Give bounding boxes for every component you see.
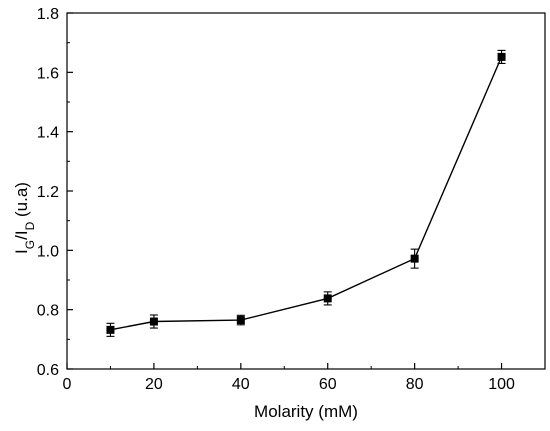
x-tick-label: 20	[145, 376, 163, 393]
x-tick-label: 100	[488, 376, 515, 393]
y-tick-labels: 0.6 0.8 1.0 1.2 1.4 1.6 1.8	[37, 6, 59, 379]
y-axis-title-sub-d: D	[23, 221, 37, 230]
plot-axes	[66, 12, 546, 370]
plot-frame	[66, 12, 546, 370]
y-axis-title-main: I	[12, 249, 31, 254]
x-tick-label: 60	[319, 376, 337, 393]
y-tick-label: 1.4	[37, 125, 59, 142]
y-tick-label: 0.6	[37, 362, 59, 379]
x-tick-label: 40	[232, 376, 250, 393]
data-point	[410, 254, 419, 263]
data-point	[106, 325, 115, 334]
error-bars	[106, 49, 506, 337]
y-tick-label: 1.8	[37, 6, 59, 23]
x-tick-label: 0	[63, 376, 72, 393]
y-axis-title-sep: /I	[12, 230, 31, 239]
x-axis-title: Molarity (mM)	[254, 402, 358, 421]
y-axis-title-unit: (u.a)	[12, 182, 31, 222]
y-axis-title-sub-g: G	[23, 240, 37, 249]
data-point	[497, 52, 506, 61]
tick-marks	[66, 12, 503, 370]
data-point	[323, 294, 332, 303]
data-point	[149, 317, 158, 326]
y-tick-label: 1.2	[37, 184, 59, 201]
x-tick-label: 80	[406, 376, 424, 393]
data-point	[236, 316, 245, 325]
series-line-path	[110, 56, 503, 331]
y-tick-label: 0.8	[37, 303, 59, 320]
data-points	[106, 52, 506, 334]
x-tick-labels: 0 20 40 60 80 100	[63, 376, 515, 393]
y-axis-title: IG/ID (u.a)	[12, 182, 37, 254]
series-line	[110, 56, 503, 331]
y-tick-label: 1.0	[37, 243, 59, 260]
y-tick-label: 1.6	[37, 65, 59, 82]
